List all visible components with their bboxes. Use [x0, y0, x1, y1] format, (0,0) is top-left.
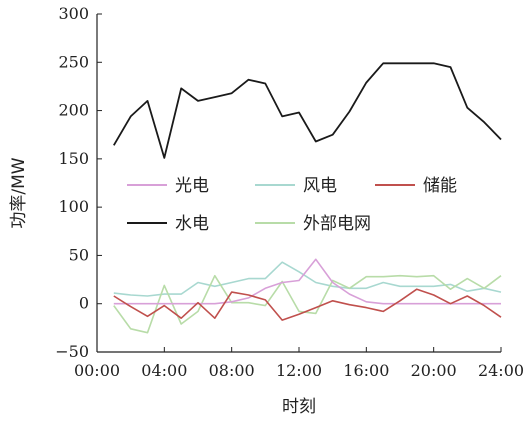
y-tick-label: −50 — [55, 342, 89, 361]
series-layer — [114, 63, 501, 332]
y-tick-label: 150 — [58, 149, 89, 168]
series-line-0 — [114, 259, 501, 303]
legend-label-0: 光电 — [175, 176, 209, 196]
series-line-1 — [114, 262, 501, 296]
legend-label-4: 外部电网 — [303, 214, 371, 234]
legend-label-2: 储能 — [423, 176, 457, 196]
y-tick-label: 0 — [79, 294, 89, 313]
legend-label-3: 水电 — [175, 214, 209, 234]
x-tick-label: 24:00 — [478, 361, 524, 380]
y-tick-label: 200 — [58, 101, 89, 120]
x-tick-label: 16:00 — [343, 361, 389, 380]
x-tick-label: 00:00 — [74, 361, 120, 380]
legend-label-1: 风电 — [303, 176, 337, 196]
y-tick-label: 50 — [69, 245, 89, 264]
x-axis-label: 时刻 — [282, 397, 316, 417]
y-axis-label: 功率/MW — [9, 157, 29, 228]
x-tick-label: 04:00 — [141, 361, 187, 380]
x-tick-label: 08:00 — [209, 361, 255, 380]
series-line-3 — [114, 63, 501, 158]
x-tick-label: 20:00 — [411, 361, 457, 380]
x-tick-label: 12:00 — [276, 361, 322, 380]
y-tick-label: 100 — [58, 197, 89, 216]
y-tick-label: 300 — [58, 4, 89, 23]
y-tick-label: 250 — [58, 52, 89, 71]
